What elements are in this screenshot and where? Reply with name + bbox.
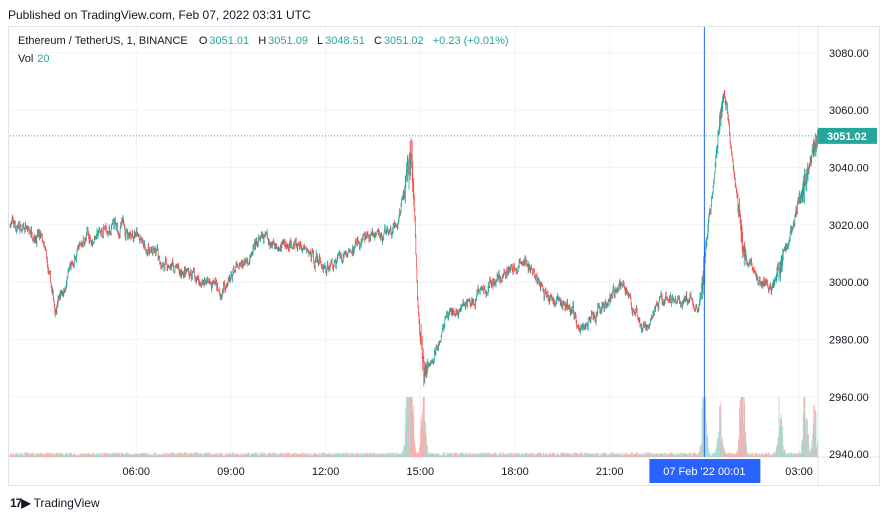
y-tick-label: 2940.00 [829, 449, 869, 461]
crosshair-time-tag [649, 459, 761, 483]
last-price-label: 3051.02 [827, 131, 867, 143]
x-tick-label: 12:00 [312, 466, 340, 478]
x-tick-label: 09:00 [217, 466, 245, 478]
volume-value: 20 [37, 53, 50, 65]
close-value: 3051.02 [383, 35, 424, 47]
x-tick-label: 15:00 [407, 466, 435, 478]
symbol-label[interactable]: Ethereum / TetherUS, 1, BINANCE [18, 35, 188, 47]
footer-brand[interactable]: 17▶ TradingView [10, 496, 100, 510]
volume-label: Vol [18, 53, 34, 65]
y-tick-label: 3080.00 [829, 48, 869, 60]
x-tick-label: 21:00 [596, 466, 624, 478]
high-value: 3051.09 [268, 35, 308, 47]
published-note: Published on TradingView.com, Feb 07, 20… [8, 8, 311, 22]
volume-legend: Vol 20 [18, 53, 50, 65]
y-tick-label: 3020.00 [829, 220, 869, 232]
open-value: 3051.01 [209, 35, 250, 47]
brand-label: TradingView [33, 496, 100, 510]
crosshair-time-label: 07 Feb '22 00:01 [663, 466, 745, 478]
change-value: +0.23 (+0.01%) [432, 35, 509, 47]
y-tick-label: 3060.00 [829, 105, 869, 117]
close-label: C [373, 35, 382, 47]
x-tick-label: 03:00 [785, 466, 813, 478]
x-tick-label: 18:00 [501, 466, 529, 478]
high-label: H [258, 35, 267, 47]
y-tick-label: 3000.00 [829, 277, 869, 289]
last-price-tag [818, 127, 877, 144]
x-tick-label: 06:00 [122, 466, 150, 478]
tradingview-logo-icon: 17▶ [10, 496, 31, 510]
chart-frame [8, 26, 880, 486]
y-tick-label: 2980.00 [829, 334, 869, 346]
volume-bars [9, 397, 818, 457]
chart-legend: Ethereum / TetherUS, 1, BINANCE O 3051.01… [18, 35, 511, 47]
y-tick-label: 3040.00 [829, 162, 869, 174]
y-tick-label: 2960.00 [829, 392, 869, 404]
low-label: L [317, 35, 324, 47]
open-label: O [198, 35, 208, 47]
candles [9, 89, 818, 387]
low-value: 3048.51 [325, 35, 365, 47]
